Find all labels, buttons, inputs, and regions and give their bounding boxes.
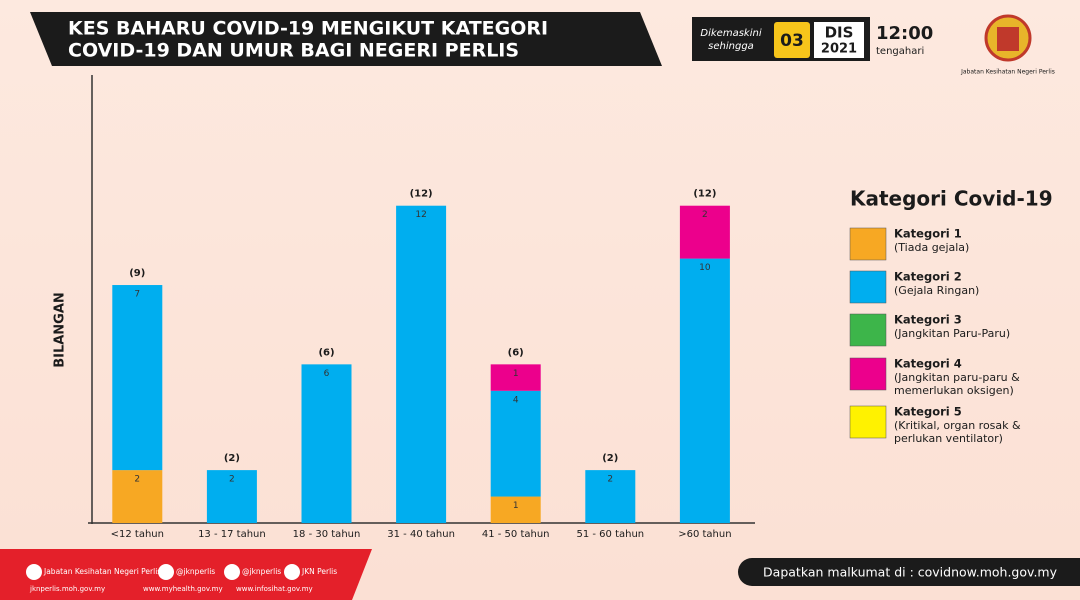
total-label: (9) (129, 268, 145, 279)
social-handle: @jknperlis (242, 567, 281, 576)
bar-segment (112, 470, 163, 523)
total-label: (6) (508, 347, 524, 358)
legend-swatch (849, 405, 887, 439)
segment-label: 7 (134, 290, 140, 300)
bar-segment (301, 364, 352, 523)
segment-label: 2 (134, 475, 140, 485)
title: COVID-19 DAN UMUR BAGI NEGERI PERLIS (68, 40, 519, 62)
social-handle: @jknperlis (176, 567, 215, 576)
legend-name: Kategori 3 (894, 313, 962, 327)
segment-label: 6 (324, 369, 330, 379)
title-banner (30, 12, 662, 66)
segment-label: 4 (513, 395, 519, 405)
legend-name: Kategori 1 (894, 227, 962, 241)
legend-description: perlukan ventilator) (894, 432, 1003, 445)
bar-segment (112, 285, 163, 471)
x-tick-label: 13 - 17 tahun (198, 529, 266, 540)
total-label: (6) (318, 347, 334, 358)
x-tick-label: 18 - 30 tahun (293, 529, 361, 540)
footer-link: jknperlis.moh.gov.my (29, 585, 105, 593)
bar-segment (490, 496, 541, 523)
social-handle: JKN Perlis (301, 567, 337, 576)
segment-label: 2 (702, 210, 708, 220)
footer-info-bar (738, 558, 1080, 586)
legend-swatch (849, 227, 887, 261)
legend-title: Kategori Covid-19 (850, 187, 1053, 211)
legend-name: Kategori 4 (894, 357, 962, 371)
day: 03 (780, 31, 804, 51)
legend-name: Kategori 5 (894, 405, 962, 419)
title: KES BAHARU COVID-19 MENGIKUT KATEGORI (68, 18, 548, 40)
legend-description: (Jangkitan paru-paru & (894, 371, 1020, 384)
social-icon (224, 564, 240, 580)
footer-link: www.infosihat.gov.my (236, 585, 313, 593)
total-label: (12) (693, 189, 716, 200)
bar-segment (206, 470, 257, 523)
month: DIS (825, 24, 854, 42)
x-tick-label: 31 - 40 tahun (387, 529, 455, 540)
segment-label: 1 (513, 501, 519, 511)
time-note: tengahari (876, 46, 924, 57)
x-tick-label: <12 tahun (111, 529, 164, 540)
legend-description: memerlukan oksigen) (894, 384, 1014, 397)
bar-segment (679, 258, 730, 523)
legend-swatch (849, 357, 887, 391)
total-label: (12) (410, 189, 433, 200)
day-box (774, 22, 810, 58)
logo-caption: Jabatan Kesihatan Negeri Perlis (960, 69, 1055, 76)
social-handle: Jabatan Kesihatan Negeri Perlis (43, 567, 161, 576)
updated-label: sehingga (708, 41, 754, 52)
bar-segment (396, 205, 447, 524)
time: 12:00 (876, 23, 933, 44)
legend-description: (Jangkitan Paru-Paru) (894, 327, 1010, 340)
month-box (814, 22, 864, 58)
bar-segment (490, 390, 541, 497)
footer-link: www.myhealth.gov.my (143, 585, 223, 593)
social-icon (158, 564, 174, 580)
segment-label: 12 (415, 210, 426, 220)
y-axis-label: BILANGAN (53, 292, 68, 368)
legend-swatch (849, 313, 887, 347)
footer-social-bar (0, 549, 372, 600)
segment-label: 1 (513, 369, 519, 379)
x-tick-label: 41 - 50 tahun (482, 529, 550, 540)
segment-label: 2 (229, 475, 235, 485)
legend-swatch (849, 270, 887, 304)
social-icon (26, 564, 42, 580)
segment-label: 2 (607, 475, 613, 485)
x-tick-label: >60 tahun (678, 529, 731, 540)
bar-segment (490, 364, 541, 391)
bar-segment (585, 470, 636, 523)
social-icon (284, 564, 300, 580)
legend-name: Kategori 2 (894, 270, 962, 284)
logo (997, 27, 1019, 51)
year: 2021 (821, 42, 857, 57)
total-label: (2) (224, 453, 240, 464)
total-label: (2) (602, 453, 618, 464)
segment-label: 10 (699, 263, 711, 273)
updated-label: Dikemaskini (700, 28, 761, 39)
more-info: Dapatkan malkumat di : covidnow.moh.gov.… (763, 565, 1058, 580)
legend-description: (Kritikal, organ rosak & (894, 419, 1021, 432)
bar-segment (679, 205, 730, 259)
x-tick-label: 51 - 60 tahun (576, 529, 644, 540)
legend-description: (Gejala Ringan) (894, 284, 979, 297)
legend-description: (Tiada gejala) (894, 241, 969, 254)
